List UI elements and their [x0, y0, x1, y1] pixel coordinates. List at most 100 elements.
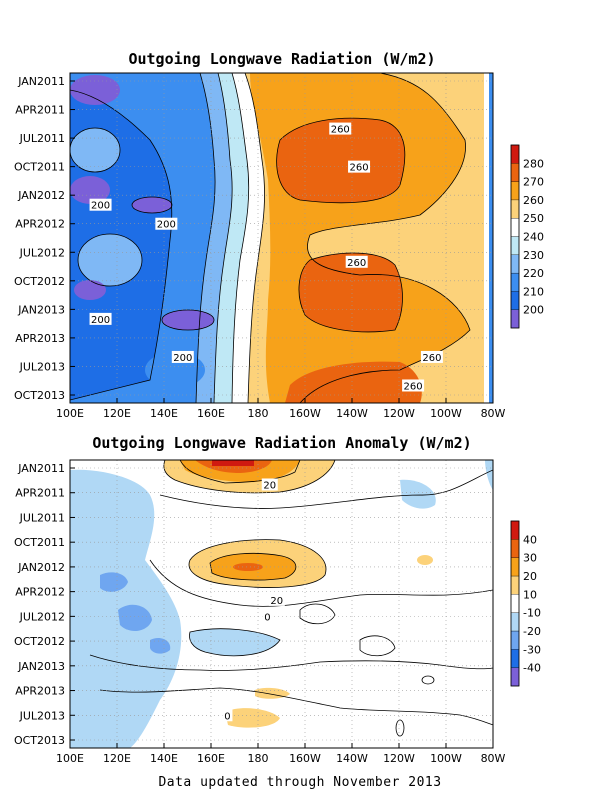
contour-label-bg	[171, 350, 194, 363]
colorbar-panel1: 200 210 220 230 240 250 260 270 280	[510, 144, 544, 329]
panel2-frame	[69, 459, 494, 749]
colorbar-label: 250	[523, 212, 544, 225]
x-tick-label: 100W	[430, 752, 462, 765]
y-tick-label: JAN2011	[17, 75, 65, 88]
olr-east-edge-blue	[489, 73, 493, 403]
y-tick-label: APR2012	[15, 218, 65, 231]
anom-pos-small-c	[225, 708, 280, 728]
anom-neg-10-d	[400, 479, 436, 509]
olr-pocket-200c	[132, 197, 172, 213]
contour-label-bg	[155, 217, 178, 230]
contour-label-bg	[89, 198, 112, 211]
y-tick-label: APR2013	[15, 685, 65, 698]
anom-pos-30-mid	[233, 563, 263, 571]
contour-label: 0	[264, 612, 270, 623]
y-axis-panel1: JAN2011 APR2011 JUL2011 OCT2011 JAN2012 APR20…	[14, 75, 75, 402]
colorbar-label: -30	[523, 643, 541, 656]
colorbar-swatch	[510, 181, 520, 201]
y-tick-label: JAN2013	[17, 660, 65, 673]
y-tick-label: JAN2012	[17, 189, 65, 202]
contour-label: 200	[173, 353, 192, 364]
anom-neg-20-b	[118, 604, 152, 632]
y-tick-label: OCT2012	[14, 275, 65, 288]
colorbar-label: 270	[523, 176, 544, 189]
grid-panel1	[70, 73, 493, 403]
colorbar-label: 40	[523, 533, 537, 546]
colorbar-swatch	[510, 594, 520, 613]
contour-label-bg	[268, 593, 285, 606]
y-tick-label: APR2012	[15, 586, 65, 599]
contour-label-bg	[348, 160, 371, 173]
contour-label: 260	[347, 258, 366, 269]
colorbar-swatch	[510, 539, 520, 558]
anom-pos-40-top	[212, 460, 254, 466]
panel1-title: Outgoing Longwave Radiation (W/m2)	[128, 50, 435, 68]
grid-panel2	[70, 460, 493, 748]
contour-label: 260	[350, 163, 369, 174]
colorbar-frame	[510, 144, 520, 329]
contour-label-bg	[345, 255, 368, 268]
y-tick-label: OCT2011	[14, 536, 65, 549]
olr-east-edge	[484, 73, 493, 403]
contour-label: 200	[157, 220, 176, 231]
contour-label: 0	[224, 711, 230, 722]
colorbar-panel2: -40 -30 -20 -10 10 20 30 40	[510, 520, 541, 687]
olr-region-280b	[298, 253, 403, 332]
anom-neg-10-c	[70, 640, 140, 702]
y-tick-label: JAN2012	[17, 561, 65, 574]
y-tick-label: OCT2013	[14, 389, 65, 402]
colorbar-label: 200	[523, 304, 544, 317]
x-tick-label: 140E	[150, 407, 178, 420]
contour-label-bg	[262, 610, 273, 623]
y-tick-label: APR2013	[15, 332, 65, 345]
colorbar-label: 240	[523, 231, 544, 244]
x-axis-panel1: 100E 120E 140E 160E 180 160W 140W 120W 100W 80W	[56, 398, 506, 420]
olr-pocket-200e	[74, 280, 106, 300]
contour-label-bg	[420, 350, 443, 363]
y-tick-label: OCT2012	[14, 635, 65, 648]
colorbar-swatch	[510, 575, 520, 595]
olr-pocket-200d	[162, 310, 214, 330]
colorbar-swatch	[510, 557, 520, 577]
colorbar-swatch	[510, 630, 520, 650]
y-tick-label: APR2011	[15, 487, 65, 500]
anom-neg-20-a	[100, 572, 128, 592]
colorbar-label: -40	[523, 662, 541, 675]
x-tick-label: 160E	[197, 752, 225, 765]
colorbar-swatch	[510, 272, 520, 292]
colorbar-swatch	[510, 649, 520, 668]
y-tick-label: JUL2012	[19, 246, 65, 259]
olr-region-280c	[285, 361, 422, 403]
colorbar-label: 260	[523, 194, 544, 207]
colorbar-swatch	[510, 612, 520, 632]
y-tick-label: JUL2011	[19, 511, 65, 524]
x-tick-label: 160E	[197, 407, 225, 420]
colorbar-label: 220	[523, 267, 544, 280]
anom-neg-10-e	[485, 460, 493, 490]
y-tick-label: JUL2012	[19, 610, 65, 623]
panel1-frame	[69, 72, 494, 404]
colorbar-label: -20	[523, 625, 541, 638]
colorbar-swatch	[510, 144, 520, 164]
contour-label: 20	[270, 596, 283, 607]
olr-pocket-200a	[70, 75, 120, 105]
colorbar-swatch	[510, 254, 520, 274]
anom-neg-10-b	[189, 628, 280, 656]
contour-label: 260	[422, 353, 441, 364]
x-tick-label: 160W	[289, 407, 321, 420]
x-tick-label: 180	[248, 752, 269, 765]
panel-olr-anomaly: Outgoing Longwave Radiation Anomaly (W/m…	[14, 434, 541, 765]
panel-olr: Outgoing Longwave Radiation (W/m2)	[14, 50, 544, 420]
x-tick-label: 120E	[103, 752, 131, 765]
colorbar-label: 10	[523, 588, 537, 601]
olr-contours	[70, 73, 471, 403]
panel2-title: Outgoing Longwave Radiation Anomaly (W/m…	[92, 434, 471, 452]
colorbar-swatch	[510, 291, 520, 310]
colorbar-label: 30	[523, 552, 537, 565]
x-tick-label: 100E	[56, 752, 84, 765]
y-tick-label: JUL2013	[19, 360, 65, 373]
y-tick-label: JAN2013	[17, 303, 65, 316]
y-axis-panel2: JAN2011 APR2011 JUL2011 OCT2011 JAN2012 APR20…	[14, 462, 75, 747]
colorbar-swatch	[510, 520, 520, 540]
